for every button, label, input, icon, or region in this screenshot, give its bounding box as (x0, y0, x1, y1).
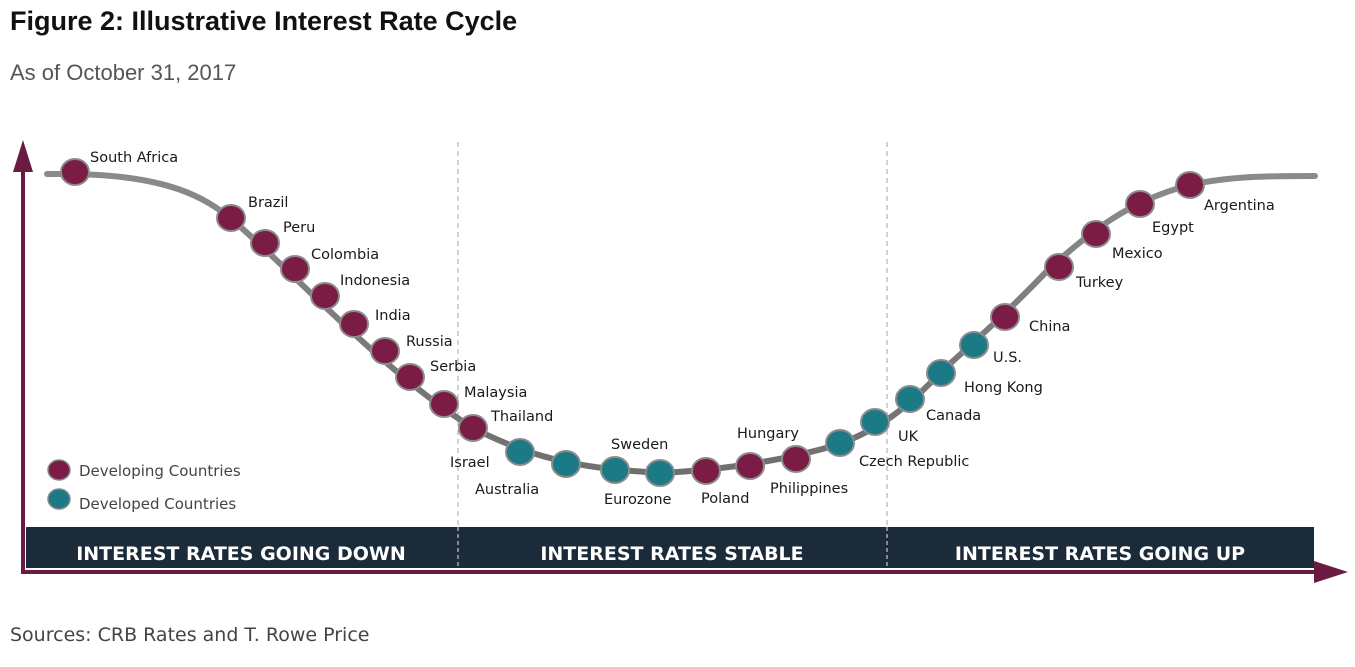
marker-russia (370, 337, 400, 365)
label-china: China (1029, 319, 1070, 335)
marker-malaysia (429, 390, 459, 418)
marker-israel (505, 438, 535, 466)
legend-developing-swatch (47, 459, 71, 481)
marker-argentina (1175, 171, 1205, 199)
label-canada: Canada (926, 408, 981, 424)
legend-developed-label: Developed Countries (79, 495, 236, 513)
legend: Developing Countries Developed Countries (47, 459, 241, 513)
marker-colombia (280, 255, 310, 283)
label-mexico: Mexico (1112, 246, 1163, 262)
legend-developed-swatch (47, 488, 71, 510)
sources-note: Sources: CRB Rates and T. Rowe Price (10, 624, 370, 646)
x-axis-arrowhead (1314, 561, 1348, 583)
phase-band (26, 527, 1314, 568)
marker-hungary (735, 452, 765, 480)
marker-eurozone (645, 459, 675, 487)
y-axis-arrowhead (13, 140, 33, 172)
marker-indonesia (310, 282, 340, 310)
country-markers (60, 158, 1205, 487)
marker-czech-republic (825, 429, 855, 457)
marker-india (339, 310, 369, 338)
label-argentina: Argentina (1204, 198, 1275, 214)
marker-u-s (959, 331, 989, 359)
marker-australia (551, 450, 581, 478)
label-thailand: Thailand (490, 409, 553, 425)
marker-poland (691, 457, 721, 485)
label-serbia: Serbia (430, 359, 476, 375)
label-colombia: Colombia (311, 247, 379, 263)
marker-sweden (600, 456, 630, 484)
label-brazil: Brazil (248, 195, 288, 211)
label-czech-republic: Czech Republic (859, 454, 969, 470)
marker-canada (895, 385, 925, 413)
label-philippines: Philippines (770, 481, 848, 497)
label-russia: Russia (406, 334, 453, 350)
marker-peru (250, 229, 280, 257)
phase-label-stable: INTEREST RATES STABLE (540, 543, 803, 565)
label-peru: Peru (283, 220, 315, 236)
label-india: India (375, 308, 411, 324)
marker-south-africa (60, 158, 90, 186)
marker-hong-kong (926, 359, 956, 387)
label-south-africa: South Africa (90, 150, 178, 166)
figure-title: Figure 2: Illustrative Interest Rate Cyc… (10, 6, 518, 36)
label-hong-kong: Hong Kong (964, 380, 1043, 396)
marker-egypt (1125, 190, 1155, 218)
label-hungary: Hungary (737, 426, 799, 442)
label-malaysia: Malaysia (464, 385, 527, 401)
marker-serbia (395, 363, 425, 391)
label-uk: UK (898, 429, 919, 445)
figure-subtitle: As of October 31, 2017 (10, 60, 237, 85)
marker-china (990, 303, 1020, 331)
label-turkey: Turkey (1075, 275, 1124, 291)
marker-thailand (458, 414, 488, 442)
label-poland: Poland (701, 491, 749, 507)
country-labels: South Africa Brazil Peru Colombia Indonesia I… (90, 150, 1275, 508)
label-israel: Israel (450, 455, 490, 471)
label-australia: Australia (475, 482, 539, 498)
marker-turkey (1044, 253, 1074, 281)
marker-uk (860, 408, 890, 436)
label-indonesia: Indonesia (340, 273, 410, 289)
phase-label-up: INTEREST RATES GOING UP (955, 543, 1245, 565)
label-eurozone: Eurozone (604, 492, 672, 508)
label-u-s: U.S. (993, 350, 1022, 366)
label-sweden: Sweden (611, 437, 668, 453)
label-egypt: Egypt (1152, 220, 1194, 236)
legend-developing-label: Developing Countries (79, 462, 241, 480)
phase-label-down: INTEREST RATES GOING DOWN (76, 543, 406, 565)
marker-mexico (1081, 220, 1111, 248)
marker-brazil (216, 204, 246, 232)
marker-philippines (781, 445, 811, 473)
